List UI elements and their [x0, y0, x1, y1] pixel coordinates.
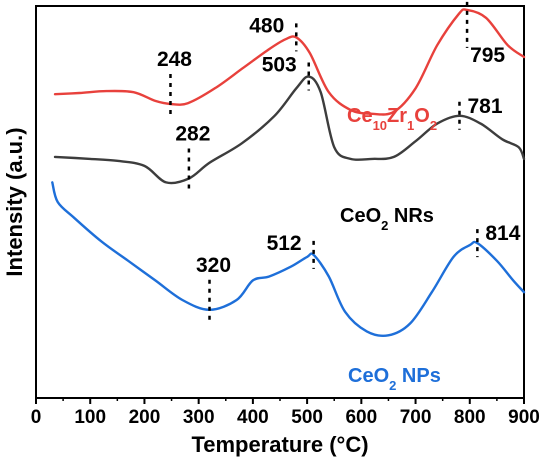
plot-area: 248 480 795 282 503 781 320 512 814 Ce10Zr1O2 CeO…: [35, 1, 526, 399]
x-tick-label: 600: [345, 407, 377, 428]
series-label-ceo2-nps: CeO2 NPs: [348, 365, 441, 393]
peak-label: 282: [175, 122, 210, 145]
series-label-ce10zr1o2: Ce10Zr1O2: [347, 105, 437, 133]
x-tick-label: 0: [31, 407, 42, 428]
series-line-ceo2-nrs: [53, 75, 526, 185]
peak-label: 503: [262, 54, 297, 77]
x-tick-label: 700: [400, 407, 432, 428]
x-tick-label: 300: [183, 407, 215, 428]
series-layer: [51, 8, 526, 337]
peak-label: 795: [470, 44, 505, 67]
annotation-layer: 248 480 795 282 503 781 320 512 814: [157, 1, 521, 320]
series-line-ceo2-nps: [51, 181, 526, 337]
series-line-ce10zr1o2: [53, 8, 526, 116]
x-tick-label: 200: [129, 407, 161, 428]
peak-label: 248: [157, 48, 192, 71]
peak-label: 781: [467, 95, 502, 118]
x-tick-label: 800: [454, 407, 486, 428]
series-label-layer: Ce10Zr1O2 CeO2 NRs CeO2 NPs: [340, 105, 441, 393]
x-tick-label: 500: [291, 407, 323, 428]
x-axis: 0 100 200 300 400 500 600 700 800 900: [31, 398, 540, 428]
peak-label: 512: [267, 232, 302, 255]
peak-label: 814: [485, 222, 520, 245]
peak-label: 320: [196, 254, 231, 277]
series-label-ceo2-nrs: CeO2 NRs: [340, 205, 434, 233]
peak-label: 480: [249, 14, 284, 37]
y-axis-label: Intensity (a.u.): [2, 127, 27, 276]
x-tick-label: 100: [74, 407, 106, 428]
x-tick-label: 900: [508, 407, 540, 428]
x-tick-label: 400: [237, 407, 269, 428]
x-axis-label: Temperature (°C): [191, 432, 368, 457]
